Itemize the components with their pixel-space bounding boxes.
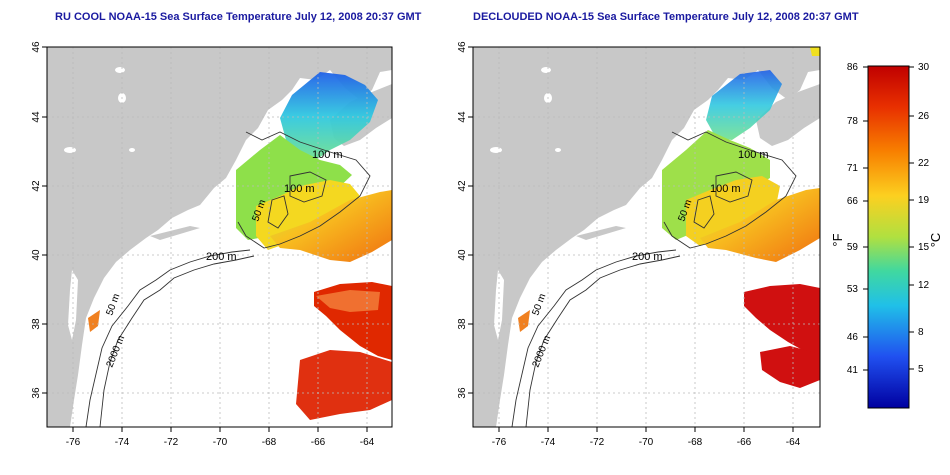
left-xtick-label: -74 [115, 437, 130, 448]
left-long-island [150, 226, 200, 240]
colorbar-gradient [867, 65, 910, 409]
right-sst-shelf [518, 310, 530, 332]
right-map: 100 m 100 m 50 m 200 m 50 m 2000 m -76 -… [457, 41, 821, 448]
right-chesapeake [494, 270, 504, 340]
right-ytick-label: 36 [457, 387, 468, 399]
left-grid [47, 47, 392, 427]
right-ytick-label: 44 [457, 111, 468, 123]
right-lake-1 [541, 67, 551, 73]
colorbar-fahrenheit-unit: °F [830, 233, 845, 246]
colorbar-f-label: 41 [847, 365, 859, 376]
right-xtick-label: -74 [541, 437, 556, 448]
colorbar-c-label: 30 [918, 62, 930, 73]
left-ytick-label: 42 [31, 180, 42, 192]
left-ytick-label: 46 [31, 41, 42, 53]
left-lake-1 [115, 67, 125, 73]
right-xtick-label: -76 [492, 437, 507, 448]
left-ytick-label: 40 [31, 249, 42, 261]
left-lake-3 [129, 148, 135, 152]
left-sst-gulfstream-core [316, 290, 380, 312]
left-sst-cool [280, 72, 378, 160]
right-contour-label-2: 100 m [710, 183, 741, 195]
colorbar-celsius-unit: °C [928, 233, 943, 248]
left-map-title: RU COOL NOAA-15 Sea Surface Temperature … [55, 11, 422, 23]
right-tick-marks [468, 46, 794, 432]
left-xtick-label: -76 [66, 437, 81, 448]
left-contour-label-4: 200 m [206, 251, 237, 263]
colorbar-c-label: 5 [918, 364, 924, 375]
right-ytick-label: 38 [457, 318, 468, 330]
right-contours [511, 131, 797, 427]
colorbar-f-label: 59 [847, 242, 859, 253]
colorbar-c-label: 15 [918, 242, 930, 253]
left-tick-marks [42, 46, 368, 432]
right-xtick-label: -72 [590, 437, 605, 448]
right-map-title: DECLOUDED NOAA-15 Sea Surface Temperatur… [473, 11, 859, 23]
right-sst-cool [706, 70, 782, 140]
colorbar-f-label: 86 [847, 62, 859, 73]
right-grid [473, 47, 820, 427]
right-ytick-label: 42 [457, 180, 468, 192]
right-land [473, 47, 820, 427]
right-sst-corner [810, 47, 820, 56]
colorbar-f-label: 53 [847, 284, 859, 295]
left-xtick-label: -64 [360, 437, 375, 448]
right-lake-4 [490, 147, 502, 153]
left-ytick-label: 36 [31, 387, 42, 399]
left-xtick-label: -70 [213, 437, 228, 448]
left-xtick-label: -72 [164, 437, 179, 448]
right-lake-3 [555, 148, 561, 152]
right-contour-label-1: 100 m [738, 149, 769, 161]
left-sst-south [296, 350, 392, 420]
colorbar-c-label: 26 [918, 111, 930, 122]
left-lake-4 [64, 147, 76, 153]
left-ytick-label: 38 [31, 318, 42, 330]
right-xtick-label: -64 [786, 437, 801, 448]
colorbar-tick-marks [863, 66, 914, 371]
left-chesapeake [68, 270, 78, 340]
left-contours [85, 131, 371, 427]
colorbar-c-label: 12 [918, 280, 930, 291]
colorbar: 86 78 71 66 59 53 46 41 30 26 22 19 15 1… [830, 62, 943, 409]
left-contour-label-2: 100 m [284, 183, 315, 195]
right-sst-gulfstream [744, 284, 820, 356]
colorbar-c-label: 22 [918, 158, 930, 169]
colorbar-f-label: 46 [847, 332, 859, 343]
colorbar-f-label: 66 [847, 196, 859, 207]
left-xtick-label: -68 [262, 437, 277, 448]
left-xtick-label: -66 [311, 437, 326, 448]
left-sst-warm [270, 190, 392, 262]
right-ytick-label: 46 [457, 41, 468, 53]
right-long-island [576, 226, 626, 240]
right-contour-label-4: 200 m [632, 251, 663, 263]
left-map: 100 m 100 m 50 m 200 m 50 m 2000 m -76 -… [31, 41, 393, 448]
colorbar-f-label: 71 [847, 163, 859, 174]
right-sst-warm [700, 188, 820, 262]
left-contour-label-1: 100 m [312, 149, 343, 161]
right-xtick-label: -68 [688, 437, 703, 448]
right-sst-south [760, 346, 820, 388]
left-land [47, 47, 392, 427]
right-xtick-label: -66 [737, 437, 752, 448]
right-sst-yellow [686, 176, 780, 246]
right-nova-scotia [756, 84, 820, 146]
left-ytick-label: 44 [31, 111, 42, 123]
colorbar-f-label: 78 [847, 116, 859, 127]
right-xtick-label: -70 [639, 437, 654, 448]
colorbar-c-label: 19 [918, 195, 930, 206]
colorbar-c-label: 8 [918, 327, 924, 338]
left-sst-shelf [88, 310, 100, 332]
right-ytick-label: 40 [457, 249, 468, 261]
